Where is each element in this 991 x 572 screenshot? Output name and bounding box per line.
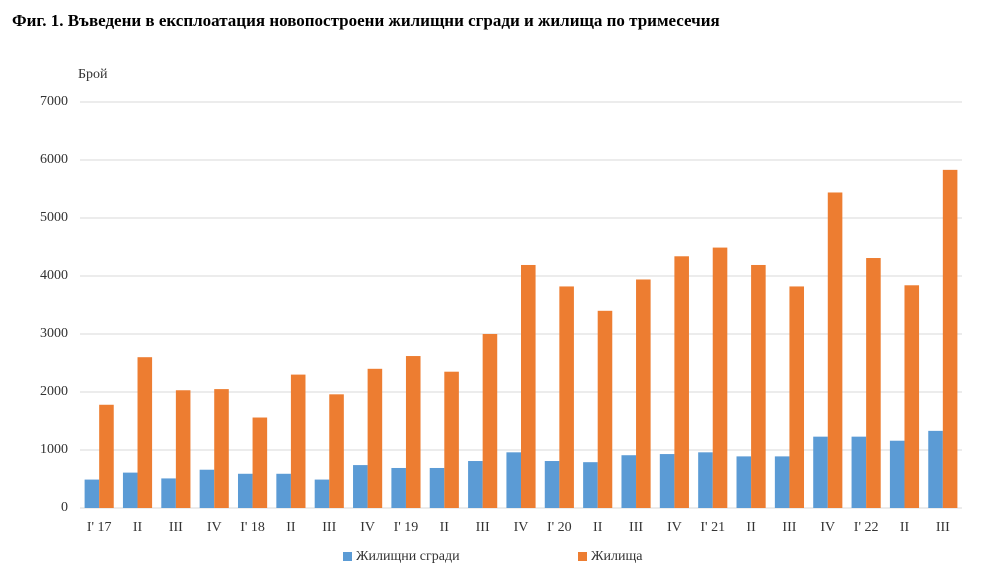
- y-tick-label: 7000: [40, 94, 68, 109]
- bar: [851, 436, 867, 508]
- bar: [597, 310, 613, 508]
- bar: [84, 479, 100, 508]
- bar: [928, 430, 943, 508]
- bar: [904, 285, 920, 508]
- y-axis-label: Брой: [78, 67, 108, 82]
- bar: [468, 461, 483, 508]
- y-tick-label: 4000: [40, 268, 68, 283]
- x-tick-label: ІV: [207, 520, 222, 535]
- bar: [199, 469, 215, 508]
- bar: [813, 436, 828, 508]
- x-tick-label: І' 22: [854, 520, 879, 535]
- bar: [137, 357, 153, 508]
- bar: [621, 455, 637, 508]
- x-tick-label: І' 21: [700, 520, 725, 535]
- bar: [290, 374, 306, 508]
- bar: [391, 467, 406, 508]
- y-tick-label: 5000: [40, 210, 68, 225]
- bar: [429, 467, 445, 508]
- legend-label: Жилища: [591, 549, 643, 564]
- bar: [774, 456, 790, 508]
- x-tick-label: ІІ: [286, 520, 296, 535]
- bar: [175, 390, 191, 508]
- x-tick-label: ІV: [667, 520, 682, 535]
- bar: [405, 356, 421, 508]
- bar: [237, 473, 253, 508]
- bar: [276, 473, 291, 508]
- x-tick-label: І' 18: [240, 520, 265, 535]
- x-tick-label: ІІІ: [629, 520, 643, 535]
- x-tick-label: ІІІ: [936, 520, 950, 535]
- x-tick-label: ІІ: [440, 520, 450, 535]
- bar: [583, 462, 598, 508]
- bar: [122, 472, 138, 508]
- bar: [99, 404, 114, 508]
- bar: [827, 192, 843, 509]
- bar: [444, 371, 459, 508]
- bar: [674, 256, 689, 508]
- x-tick-label: І' 20: [547, 520, 572, 535]
- x-tick-label: ІV: [360, 520, 375, 535]
- legend-label: Жилищни сгради: [356, 549, 460, 564]
- bar: [736, 456, 752, 508]
- bar: [521, 264, 536, 508]
- bar: [636, 279, 651, 508]
- x-tick-label: ІІІ: [322, 520, 336, 535]
- y-tick-label: 1000: [40, 442, 68, 457]
- x-tick-label: ІІІ: [169, 520, 183, 535]
- x-tick-label: ІІ: [900, 520, 910, 535]
- legend-swatch: [578, 552, 587, 561]
- bar: [482, 334, 498, 508]
- y-tick-label: 2000: [40, 384, 68, 399]
- bar: [789, 286, 805, 508]
- bar: [252, 417, 268, 508]
- bar: [161, 478, 176, 508]
- y-tick-label: 3000: [40, 326, 68, 341]
- bar: [889, 440, 905, 508]
- bar: [214, 389, 229, 508]
- x-tick-label: ІІ: [133, 520, 143, 535]
- bar: [329, 394, 344, 508]
- bar: [866, 258, 881, 508]
- chart-title: Фиг. 1. Въведени в експлоатация новопост…: [12, 11, 720, 30]
- x-tick-label: ІV: [820, 520, 835, 535]
- legend-swatch: [343, 552, 352, 561]
- bar: [751, 264, 766, 508]
- x-tick-label: ІІ: [746, 520, 756, 535]
- bar: [698, 452, 713, 508]
- bar: [942, 169, 958, 509]
- bar: [559, 286, 574, 508]
- y-tick-label: 0: [61, 500, 68, 515]
- x-tick-label: ІІІ: [782, 520, 796, 535]
- x-tick-label: ІІ: [593, 520, 603, 535]
- y-tick-label: 6000: [40, 152, 68, 167]
- bar: [659, 454, 675, 508]
- bar: [544, 461, 560, 508]
- x-tick-label: І' 17: [87, 520, 112, 535]
- bar: [367, 368, 383, 508]
- bar: [506, 452, 521, 508]
- bar: [314, 479, 330, 508]
- bar: [712, 247, 728, 508]
- x-tick-label: І' 19: [394, 520, 419, 535]
- x-tick-label: ІV: [514, 520, 529, 535]
- x-tick-label: ІІІ: [476, 520, 490, 535]
- bar: [353, 465, 368, 508]
